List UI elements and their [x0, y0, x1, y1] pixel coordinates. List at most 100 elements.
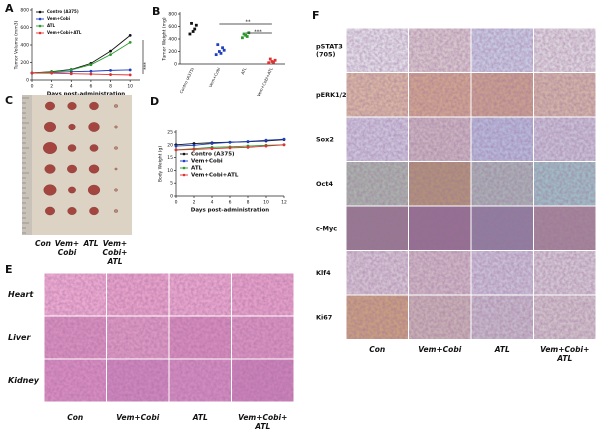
column-label: Vem+Cobi	[55, 239, 79, 257]
column-label: Con	[35, 239, 51, 248]
column-label: Con	[369, 345, 385, 354]
point	[228, 140, 232, 144]
histology-texture	[534, 73, 596, 117]
histology-texture	[471, 295, 533, 339]
tumor	[44, 121, 56, 133]
tumor	[87, 184, 101, 196]
x-tick-label: 4	[70, 84, 73, 90]
tumor	[67, 144, 77, 152]
panel-letter: E	[5, 263, 13, 276]
dot	[244, 33, 248, 37]
point	[174, 148, 178, 152]
legend-label: Contro (A375)	[191, 152, 235, 158]
panel-letter: B	[152, 5, 160, 18]
x-tick-label: 12	[281, 200, 287, 206]
point	[128, 73, 132, 77]
row-label: Ki67	[316, 313, 332, 321]
histology-texture	[471, 162, 533, 206]
histology-texture	[346, 251, 408, 295]
point	[89, 69, 93, 73]
y-tick-label: 400	[20, 43, 29, 49]
tumor	[89, 144, 99, 152]
tumor	[114, 209, 118, 213]
point	[228, 146, 232, 150]
histology-texture	[107, 359, 169, 402]
tumor-photo	[22, 95, 132, 235]
legend-marker	[38, 10, 42, 14]
histology-texture	[471, 206, 533, 250]
histology-texture	[534, 162, 596, 206]
dot	[241, 36, 244, 40]
tumor	[43, 184, 57, 196]
point	[192, 148, 196, 151]
tumor	[114, 125, 118, 129]
column-label: Vem+Cobi+ATL	[103, 239, 128, 266]
point	[69, 72, 73, 76]
y-tick-label: 0	[26, 78, 29, 84]
tumor	[68, 123, 76, 131]
y-tick-label: 400	[168, 37, 177, 43]
point	[89, 63, 93, 67]
y-tick-label: 25	[167, 130, 173, 136]
point	[109, 68, 112, 72]
point	[264, 138, 268, 142]
x-tick-label: 0	[175, 200, 178, 206]
row-label: Oct4	[316, 180, 333, 188]
dot	[222, 48, 226, 52]
point	[109, 49, 112, 53]
histology-texture	[232, 273, 294, 316]
x-tick-label: 2	[50, 84, 53, 90]
y-tick-label: 800	[20, 8, 29, 14]
y-tick-label: 200	[168, 49, 177, 55]
histology-texture	[44, 359, 106, 402]
histology-texture	[346, 28, 408, 72]
y-axis-label: Tumor Weight (mg)	[162, 17, 168, 61]
histology-texture	[232, 359, 294, 402]
histology-texture	[534, 117, 596, 161]
dot	[191, 30, 195, 33]
histology-texture	[169, 273, 231, 316]
panel-letter: D	[150, 95, 159, 108]
tumor	[89, 206, 99, 216]
point	[264, 144, 268, 148]
y-tick-label: 600	[20, 25, 29, 31]
x-tick-label: Vem+Cobi	[208, 67, 221, 88]
row-label: Sox2	[316, 135, 334, 143]
row-label: pSTAT3 (705)	[316, 42, 343, 58]
tumor	[114, 188, 118, 192]
x-tick-label: Vem+Cobi+ATL	[256, 66, 274, 97]
y-tick-label: 10	[167, 168, 173, 174]
column-label: Vem+Cobi	[116, 413, 159, 422]
histology-texture	[346, 295, 408, 339]
x-tick-label: 2	[193, 200, 196, 206]
panel-letter: A	[5, 2, 14, 15]
tumor	[45, 206, 55, 216]
histology-texture	[471, 117, 533, 161]
sig-bracket	[219, 23, 272, 34]
point	[69, 68, 73, 72]
histology-texture	[471, 28, 533, 72]
ruler	[22, 95, 32, 235]
histology-texture	[346, 206, 408, 250]
histology-texture	[107, 316, 169, 359]
legend-label: Contro (A375)	[47, 9, 79, 14]
point	[109, 53, 112, 57]
histology-texture	[409, 206, 471, 250]
legend-marker	[182, 159, 186, 163]
point	[50, 71, 54, 75]
x-tick-label: 4	[211, 200, 214, 206]
histology-texture	[534, 295, 596, 339]
dot	[194, 23, 198, 27]
panel-letter: F	[312, 9, 320, 22]
legend-marker	[182, 173, 186, 177]
histology-texture	[232, 316, 294, 359]
tumor	[67, 164, 77, 174]
legend-marker	[182, 152, 186, 156]
y-tick-label: 0	[170, 194, 173, 200]
panel-letter: C	[5, 94, 13, 107]
histology-texture	[409, 295, 471, 339]
column-label: Vem+Cobi+ATL	[238, 413, 287, 431]
histology-texture	[44, 316, 106, 359]
series-line	[31, 72, 131, 76]
point	[128, 40, 132, 44]
